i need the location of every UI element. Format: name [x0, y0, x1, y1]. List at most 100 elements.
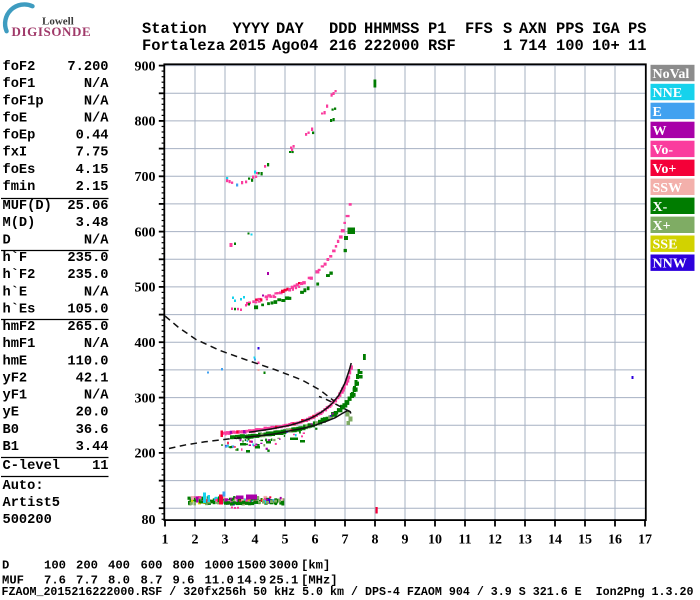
svg-text:N/A: N/A [84, 389, 109, 404]
svg-text:14.9: 14.9 [237, 574, 266, 588]
svg-text:Auto:: Auto: [3, 479, 44, 494]
svg-text:500200: 500200 [3, 513, 52, 528]
svg-text:[km]: [km] [301, 559, 330, 573]
svg-text:M(D): M(D) [3, 216, 36, 231]
svg-text:9.6: 9.6 [173, 574, 195, 588]
svg-text:1000: 1000 [205, 559, 234, 573]
svg-text:foF2: foF2 [3, 60, 36, 75]
svg-text:foEp: foEp [3, 129, 36, 144]
svg-text:600: 600 [141, 559, 163, 573]
svg-text:42.1: 42.1 [76, 371, 109, 386]
svg-text:h`F2: h`F2 [3, 268, 36, 283]
svg-text:12: 12 [488, 533, 502, 548]
svg-text:NNE: NNE [653, 86, 683, 101]
svg-text:P1: P1 [428, 20, 446, 38]
svg-text:4.15: 4.15 [76, 163, 109, 178]
svg-text:X-: X- [653, 200, 668, 215]
svg-text:7.6: 7.6 [44, 574, 66, 588]
svg-text:D: D [2, 559, 9, 573]
svg-text:IGA: IGA [592, 20, 620, 38]
svg-text:11.0: 11.0 [205, 574, 234, 588]
svg-text:14: 14 [548, 533, 562, 548]
svg-text:0.44: 0.44 [76, 129, 109, 144]
svg-text:foF1p: foF1p [3, 94, 44, 109]
svg-text:16: 16 [608, 533, 622, 548]
svg-text:fmin: fmin [3, 180, 36, 195]
svg-text:DDD: DDD [329, 20, 357, 38]
svg-text:4: 4 [252, 533, 259, 548]
svg-text:10+: 10+ [592, 37, 620, 55]
svg-text:3.44: 3.44 [76, 440, 109, 455]
svg-text:5: 5 [282, 533, 289, 548]
svg-text:2: 2 [192, 533, 199, 548]
svg-text:RSF: RSF [428, 37, 456, 55]
svg-text:PS: PS [628, 20, 646, 38]
svg-text:foE: foE [3, 111, 28, 126]
svg-text:1: 1 [503, 37, 512, 55]
svg-text:Lowell: Lowell [42, 15, 74, 27]
svg-text:FZAOM_2015216222000.RSF / 320f: FZAOM_2015216222000.RSF / 320fx256h 50 k… [2, 586, 694, 599]
svg-text:yF1: yF1 [3, 389, 28, 404]
svg-text:h`F: h`F [3, 251, 28, 266]
svg-text:36.6: 36.6 [76, 423, 109, 438]
svg-text:20.0: 20.0 [76, 406, 109, 421]
svg-text:17: 17 [638, 533, 652, 548]
svg-text:400: 400 [108, 559, 130, 573]
svg-text:YYYY: YYYY [233, 20, 271, 38]
svg-text:h`Es: h`Es [3, 302, 36, 317]
svg-text:yE: yE [3, 406, 19, 421]
svg-text:714: 714 [519, 37, 547, 55]
svg-text:10: 10 [428, 533, 442, 548]
svg-text:800: 800 [173, 559, 195, 573]
svg-text:Fortaleza: Fortaleza [142, 37, 225, 55]
svg-text:11: 11 [92, 459, 108, 474]
svg-text:80: 80 [142, 513, 156, 528]
svg-text:S: S [503, 20, 512, 38]
svg-text:25.1: 25.1 [269, 574, 298, 588]
svg-text:500: 500 [135, 281, 156, 296]
svg-text:216: 216 [329, 37, 357, 55]
svg-text:NNW: NNW [653, 257, 687, 272]
svg-text:MUF: MUF [2, 574, 24, 588]
svg-text:HHMMSS: HHMMSS [364, 20, 419, 38]
svg-text:E: E [653, 105, 662, 120]
svg-text:222000: 222000 [364, 37, 419, 55]
svg-text:foEs: foEs [3, 163, 36, 178]
svg-text:235.0: 235.0 [67, 251, 108, 266]
svg-text:W: W [653, 124, 667, 139]
svg-text:3.48: 3.48 [76, 216, 109, 231]
svg-text:7.200: 7.200 [67, 60, 108, 75]
svg-text:N/A: N/A [84, 337, 109, 352]
svg-text:8.7: 8.7 [141, 574, 163, 588]
svg-text:6: 6 [312, 533, 319, 548]
svg-text:13: 13 [518, 533, 532, 548]
svg-text:hmE: hmE [3, 354, 28, 369]
svg-text:235.0: 235.0 [67, 268, 108, 283]
svg-text:h`E: h`E [3, 285, 28, 300]
svg-text:[MHz]: [MHz] [301, 574, 338, 588]
svg-text:SSW: SSW [653, 181, 683, 196]
svg-text:hmF2: hmF2 [3, 320, 36, 335]
svg-text:MUF(D): MUF(D) [3, 199, 52, 214]
svg-text:600: 600 [135, 225, 156, 240]
svg-text:11: 11 [458, 533, 471, 548]
svg-text:200: 200 [76, 559, 98, 573]
svg-text:Vo+: Vo+ [653, 162, 677, 177]
svg-text:3000: 3000 [269, 559, 298, 573]
svg-text:FFS: FFS [465, 20, 493, 38]
svg-text:D: D [3, 233, 11, 248]
svg-text:800: 800 [135, 115, 156, 130]
svg-text:N/A: N/A [84, 111, 109, 126]
svg-text:8: 8 [372, 533, 379, 548]
svg-text:Station: Station [142, 20, 207, 38]
svg-text:SSE: SSE [653, 238, 678, 253]
svg-text:1: 1 [162, 533, 169, 548]
svg-text:X+: X+ [653, 219, 671, 234]
svg-text:Ago04: Ago04 [272, 37, 318, 55]
svg-text:PPS: PPS [556, 20, 584, 38]
svg-text:hmF1: hmF1 [3, 337, 36, 352]
svg-text:2015: 2015 [229, 37, 266, 55]
svg-text:7: 7 [342, 533, 349, 548]
svg-text:N/A: N/A [84, 94, 109, 109]
svg-text:N/A: N/A [84, 77, 109, 92]
